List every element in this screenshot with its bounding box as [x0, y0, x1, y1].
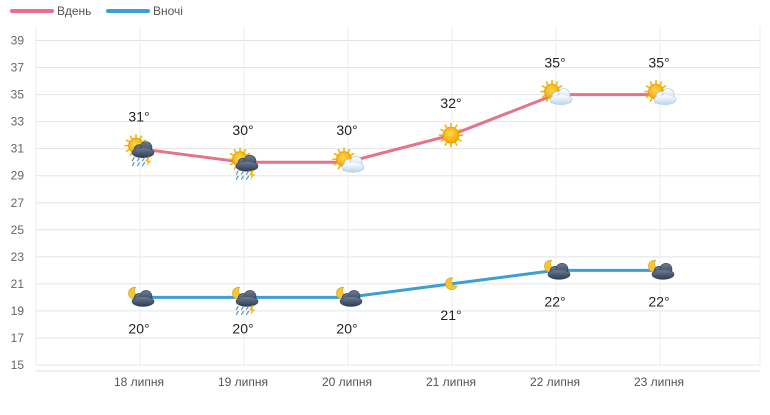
sun-icon: [438, 122, 464, 148]
data-labels: 31° 30° 30° 32° 35° 35° 20° 20° 20° 21° 22° 22°: [128, 55, 669, 337]
weather-icons: [124, 79, 677, 316]
y-tick-label: 39: [11, 34, 25, 48]
x-tick-label: 21 липня: [426, 375, 476, 389]
moon-cloud-rain-thunder-icon: [232, 286, 259, 316]
x-axis: 18 липня 19 липня 20 липня 21 липня 22 липня…: [36, 370, 760, 389]
y-tick-label: 27: [11, 196, 25, 210]
y-tick-label: 29: [11, 169, 25, 183]
data-label: 31°: [128, 109, 149, 125]
y-tick-label: 33: [11, 115, 25, 129]
series-lines: [138, 93, 659, 299]
y-tick-label: 31: [11, 142, 25, 156]
sun-cloud-icon: [332, 147, 365, 173]
data-label: 22°: [648, 293, 669, 309]
sun-cloud-rain-thunder-icon: [228, 147, 259, 181]
x-tick-label: 23 липня: [634, 375, 684, 389]
legend-label: Вночі: [153, 4, 183, 18]
data-label: 22°: [544, 293, 565, 309]
moon-icon: [445, 277, 458, 290]
legend-label: Вдень: [57, 4, 91, 18]
legend-item-day[interactable]: Вдень: [10, 4, 91, 18]
grid: [35, 27, 761, 366]
moon-cloud-icon: [544, 259, 571, 280]
y-tick-label: 15: [11, 358, 25, 372]
data-label: 21°: [440, 307, 461, 323]
y-tick-label: 19: [11, 304, 25, 318]
y-tick-label: 37: [11, 61, 25, 75]
y-tick-label: 35: [11, 88, 25, 102]
sun-cloud-icon: [644, 79, 677, 105]
x-tick-label: 22 липня: [530, 375, 580, 389]
y-tick-label: 23: [11, 250, 25, 264]
moon-cloud-icon: [128, 286, 155, 307]
x-tick-label: 19 липня: [218, 375, 268, 389]
data-label: 20°: [128, 320, 149, 336]
y-axis: 15 17 19 21 23 25 27 29 31 33 35 37 39: [11, 34, 25, 372]
data-label: 30°: [232, 122, 253, 138]
data-label: 35°: [544, 55, 565, 71]
moon-cloud-icon: [336, 286, 363, 307]
legend: Вдень Вночі: [10, 4, 183, 18]
series-line-day: [138, 93, 659, 164]
data-label: 32°: [440, 95, 461, 111]
sun-cloud-icon: [540, 79, 573, 105]
y-tick-label: 21: [11, 277, 25, 291]
data-label: 20°: [232, 320, 253, 336]
y-tick-label: 25: [11, 223, 25, 237]
x-tick-label: 20 липня: [322, 375, 372, 389]
data-label: 30°: [336, 122, 357, 138]
moon-cloud-icon: [648, 259, 675, 280]
series-line-night: [139, 268, 659, 299]
sun-cloud-rain-thunder-icon: [124, 133, 155, 167]
legend-item-night[interactable]: Вночі: [106, 4, 183, 18]
data-label: 35°: [648, 55, 669, 71]
x-tick-label: 18 липня: [114, 375, 164, 389]
y-tick-label: 17: [11, 331, 25, 345]
data-label: 20°: [336, 320, 357, 336]
